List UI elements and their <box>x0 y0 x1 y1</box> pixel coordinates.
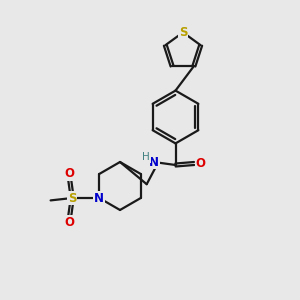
Text: N: N <box>149 155 159 169</box>
Text: S: S <box>68 191 76 205</box>
Text: O: O <box>196 157 206 170</box>
Text: O: O <box>65 216 75 229</box>
Text: S: S <box>179 26 187 39</box>
Text: H: H <box>142 152 150 162</box>
Text: O: O <box>65 167 75 180</box>
Text: N: N <box>94 191 104 205</box>
